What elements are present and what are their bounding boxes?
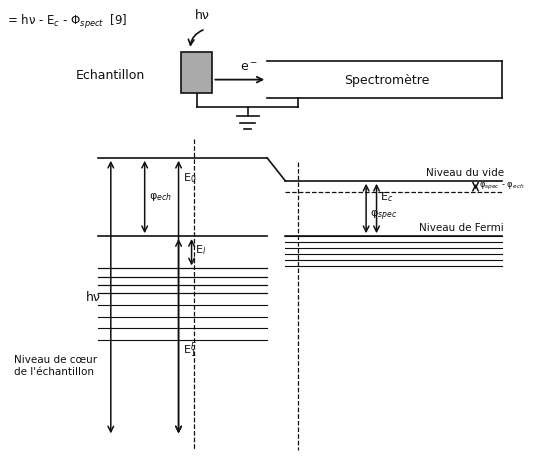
Text: = hν - E$_c$ - Φ$_{spect}$  [9]: = hν - E$_c$ - Φ$_{spect}$ [9] xyxy=(6,13,127,31)
Text: E$_1^F$: E$_1^F$ xyxy=(183,340,196,360)
Text: hν: hν xyxy=(86,291,101,304)
Text: E$_l$: E$_l$ xyxy=(195,243,207,257)
Text: Niveau de cœur
de l'échantillon: Niveau de cœur de l'échantillon xyxy=(14,355,97,377)
Text: Niveau de Fermi: Niveau de Fermi xyxy=(419,223,504,233)
Text: φ$_{ech}$: φ$_{ech}$ xyxy=(149,191,172,203)
Text: φ$_{spec}$: φ$_{spec}$ xyxy=(370,208,397,223)
Text: E$_0$: E$_0$ xyxy=(183,172,196,186)
Text: Spectromètre: Spectromètre xyxy=(345,74,430,87)
Text: E$_c$: E$_c$ xyxy=(380,190,393,204)
Text: e$^-$: e$^-$ xyxy=(240,61,258,74)
Bar xyxy=(181,52,212,94)
Text: hν: hν xyxy=(195,9,209,22)
Text: Echantillon: Echantillon xyxy=(76,69,146,81)
Text: Niveau du vide: Niveau du vide xyxy=(426,168,504,178)
Text: φ$_{spec}$ - φ$_{ech}$: φ$_{spec}$ - φ$_{ech}$ xyxy=(479,181,525,192)
